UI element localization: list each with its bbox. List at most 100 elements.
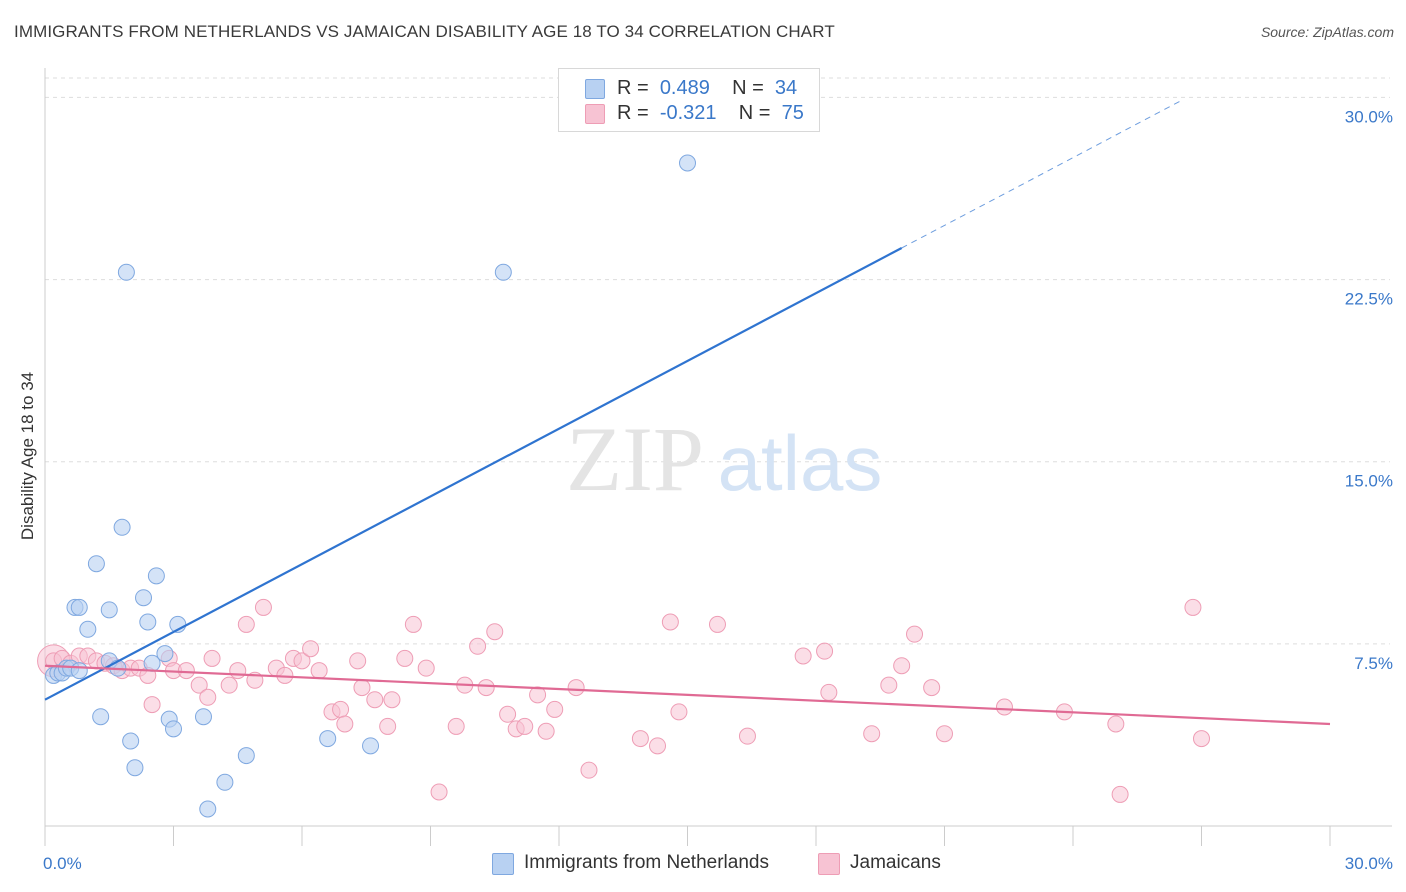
legend-r-label: R = xyxy=(617,77,649,99)
data-point-jamaicans xyxy=(486,623,504,641)
data-point-jamaicans xyxy=(794,647,812,665)
data-point-jamaicans xyxy=(417,659,435,677)
trend-line-netherlands-extension xyxy=(901,100,1181,249)
data-point-jamaicans xyxy=(336,715,354,733)
data-point-jamaicans xyxy=(203,649,221,667)
data-point-jamaicans xyxy=(143,696,161,714)
data-point-netherlands xyxy=(87,555,105,573)
legend-n-value: 34 xyxy=(774,77,798,99)
data-point-jamaicans xyxy=(379,717,397,735)
data-point-jamaicans xyxy=(529,686,547,704)
data-point-jamaicans xyxy=(580,761,598,779)
data-point-jamaicans xyxy=(366,691,384,709)
data-point-jamaicans xyxy=(1107,715,1125,733)
y-tick-label: 7.5% xyxy=(1354,654,1393,673)
data-point-jamaicans xyxy=(254,598,272,616)
data-point-netherlands xyxy=(122,732,140,750)
data-point-jamaicans xyxy=(177,662,195,680)
legend-r-value: -0.321 xyxy=(659,102,717,124)
watermark-atlas: atlas xyxy=(718,419,883,507)
y-tick-label: 22.5% xyxy=(1345,290,1393,309)
data-point-jamaicans xyxy=(229,662,247,680)
data-point-jamaicans xyxy=(396,649,414,667)
data-point-netherlands xyxy=(79,620,97,638)
data-point-jamaicans xyxy=(477,679,495,697)
y-tick-label: 15.0% xyxy=(1345,472,1393,491)
data-point-netherlands xyxy=(135,589,153,607)
data-point-jamaicans xyxy=(546,700,564,718)
data-point-jamaicans xyxy=(516,717,534,735)
legend-swatch-blue xyxy=(492,853,514,875)
series-jamaicans xyxy=(37,598,1210,803)
data-point-jamaicans xyxy=(349,652,367,670)
data-point-netherlands xyxy=(237,747,255,765)
data-point-netherlands xyxy=(216,773,234,791)
legend-n-label: N = xyxy=(732,77,764,99)
data-point-jamaicans xyxy=(447,717,465,735)
data-point-jamaicans xyxy=(863,725,881,743)
data-point-netherlands xyxy=(165,720,182,738)
data-point-jamaicans xyxy=(469,637,487,655)
data-point-netherlands xyxy=(113,518,131,536)
data-point-jamaicans xyxy=(995,698,1013,716)
x-tick-label: 0.0% xyxy=(43,854,82,873)
data-point-netherlands xyxy=(199,800,217,818)
data-point-netherlands xyxy=(92,708,110,726)
data-point-netherlands xyxy=(70,598,88,616)
legend-label-netherlands: Immigrants from Netherlands xyxy=(524,852,769,873)
data-point-netherlands xyxy=(679,154,696,172)
data-point-jamaicans xyxy=(906,625,924,643)
data-point-jamaicans xyxy=(816,642,834,660)
data-point-jamaicans xyxy=(708,615,726,633)
data-point-jamaicans xyxy=(310,662,328,680)
trend-lines xyxy=(44,100,1331,726)
legend-swatch-blue xyxy=(585,79,605,99)
y-tick-label: 30.0% xyxy=(1345,107,1393,126)
data-point-netherlands xyxy=(126,759,144,777)
data-point-netherlands xyxy=(494,263,512,281)
data-point-jamaicans xyxy=(1193,730,1210,748)
data-point-jamaicans xyxy=(936,725,953,743)
x-tick-label: 30.0% xyxy=(1345,854,1393,873)
data-point-jamaicans xyxy=(661,613,679,631)
chart-title: IMMIGRANTS FROM NETHERLANDS VS JAMAICAN … xyxy=(14,22,835,41)
y-axis-label: Disability Age 18 to 34 xyxy=(18,372,37,540)
data-point-jamaicans xyxy=(383,691,401,709)
data-point-jamaicans xyxy=(220,676,238,694)
data-point-jamaicans xyxy=(1184,598,1202,616)
data-point-jamaicans xyxy=(499,705,517,723)
data-point-jamaicans xyxy=(649,737,667,755)
data-point-jamaicans xyxy=(353,679,371,697)
grid-lines xyxy=(45,77,1390,645)
data-point-jamaicans xyxy=(923,679,941,697)
source-label: Source: ZipAtlas.com xyxy=(1260,24,1394,40)
legend-swatch-pink xyxy=(585,104,605,124)
data-point-jamaicans xyxy=(190,676,208,694)
data-point-jamaicans xyxy=(404,615,422,633)
watermark-zip: ZIP xyxy=(566,408,704,510)
data-point-jamaicans xyxy=(199,688,217,706)
correlation-legend: R = 0.489 N = 34 R = -0.321 N = 75 xyxy=(558,68,820,132)
data-point-jamaicans xyxy=(893,657,911,675)
data-point-netherlands xyxy=(139,613,157,631)
data-point-jamaicans xyxy=(670,703,688,721)
trend-line-netherlands xyxy=(44,247,903,701)
legend-label-jamaicans: Jamaicans xyxy=(850,852,941,873)
legend-n-value: 75 xyxy=(781,102,804,124)
data-point-jamaicans xyxy=(567,679,585,697)
data-point-netherlands xyxy=(362,737,380,755)
data-point-jamaicans xyxy=(820,683,838,701)
data-point-netherlands xyxy=(70,662,88,680)
legend-n-label: N = xyxy=(738,102,771,124)
data-point-jamaicans xyxy=(332,700,350,718)
trend-line-jamaicans xyxy=(44,664,1331,726)
data-point-jamaicans xyxy=(631,730,649,748)
data-point-jamaicans xyxy=(237,615,255,633)
data-point-netherlands xyxy=(156,645,174,663)
data-point-netherlands xyxy=(147,567,165,585)
data-point-netherlands xyxy=(117,263,135,281)
data-point-jamaicans xyxy=(293,652,311,670)
data-point-jamaicans xyxy=(1111,785,1129,803)
data-point-jamaicans xyxy=(537,722,555,740)
